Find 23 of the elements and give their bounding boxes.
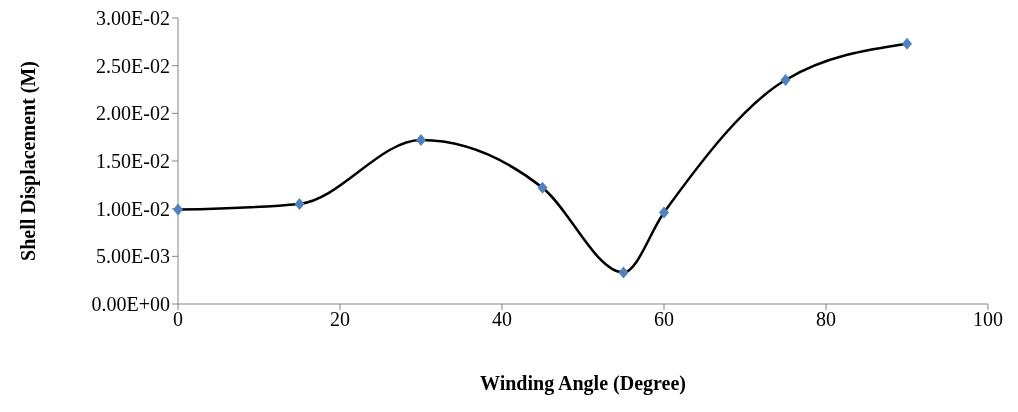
y-tick-label: 2.00E-02 [96, 102, 170, 125]
point [173, 203, 183, 216]
y-tick-label: 3.00E-02 [96, 7, 170, 30]
x-axis-title: Winding Angle (Degree) [480, 372, 686, 395]
y-axis-title: Shell Displacement (M) [17, 61, 41, 261]
y-tick-label: 0.00E+00 [91, 293, 170, 316]
x-tick-label: 20 [330, 308, 350, 331]
point [294, 197, 305, 210]
point [618, 266, 629, 279]
point [659, 206, 669, 219]
point [780, 73, 791, 86]
x-tick-label: 40 [492, 308, 512, 331]
point [537, 181, 548, 194]
point [416, 134, 426, 147]
x-tick-label: 0 [173, 308, 183, 331]
x-tick-label: 100 [973, 308, 1003, 331]
y-tick-label: 1.50E-02 [96, 150, 170, 173]
y-tick-label: 2.50E-02 [96, 54, 170, 77]
y-tick-label: 1.00E-02 [96, 197, 170, 220]
point [902, 37, 912, 50]
x-tick-label: 80 [816, 308, 836, 331]
x-tick-label: 60 [654, 308, 674, 331]
y-tick-label: 5.00E-03 [96, 245, 170, 268]
